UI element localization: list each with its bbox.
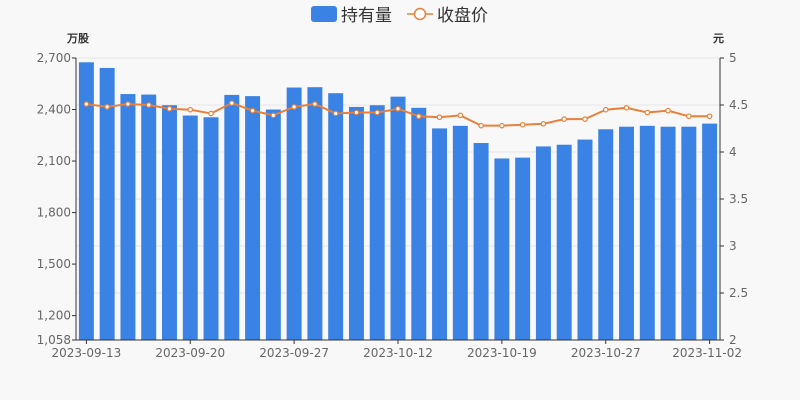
holding-bar [348,106,364,340]
price-point [582,116,588,122]
holding-bar [224,94,240,340]
holding-bar [494,158,510,340]
holding-bar [598,129,614,340]
holding-bar [99,67,115,340]
x-axis-tick-label: 2023-09-13 [52,346,122,360]
left-axis-tick-label: 2,100 [37,154,71,168]
left-axis-tick-label: 1,500 [37,257,71,271]
price-point [166,105,173,112]
holding-bar [369,105,385,340]
price-point [686,113,692,120]
price-point [478,122,484,129]
legend-holding-swatch[interactable] [311,6,337,22]
price-point [353,109,360,116]
holding-bar [245,96,261,340]
price-point [145,102,152,108]
holding-bar [639,125,655,340]
x-axis-tick-label: 2023-11-02 [672,346,742,360]
price-point [229,100,235,106]
left-axis-tick-label: 2,700 [37,51,71,65]
left-axis-tick-label: 1,200 [37,309,71,323]
right-axis-unit: 元 [713,32,724,45]
right-axis-tick-label: 3.5 [729,192,748,206]
right-axis-tick-label: 3 [729,239,737,253]
holding-bar [411,107,427,340]
price-point [332,110,339,117]
legend[interactable]: 持有量 收盘价 [311,6,488,26]
x-axis-tick-label: 2023-09-27 [259,346,329,360]
price-point [125,101,131,107]
x-axis-tick-label: 2023-09-20 [155,346,225,360]
price-point [83,101,90,107]
price-point [561,116,567,122]
right-axis-tick-label: 2 [729,333,737,347]
left-axis-unit: 万股 [66,32,90,45]
x-axis-tick-label: 2023-10-12 [363,346,433,360]
right-axis-tick-label: 2.5 [729,286,748,300]
holding-bar [141,94,157,341]
price-point [644,109,651,116]
holding-bar [619,126,634,340]
holding-bar [203,117,219,340]
left-axis-tick-label: 1,800 [37,206,71,220]
price-point [249,107,256,114]
price-point [374,109,381,116]
holding-bar [577,139,593,340]
price-point [312,101,318,107]
price-point [499,122,505,129]
holding-bar [535,146,551,340]
x-axis-tick-label: 2023-10-27 [571,346,641,360]
holding-bar [286,87,302,341]
price-point [291,104,297,110]
holding-bar [660,126,676,340]
price-line [83,100,713,129]
price-point [457,112,464,119]
holding-bar [390,96,406,340]
holding-bar [452,125,468,340]
holding-bar [432,128,448,340]
left-axis-tick-label: 1,058 [37,333,71,347]
holding-bar [78,62,94,340]
x-axis-tick-label: 2023-10-19 [467,346,537,360]
holding-bar [681,126,697,340]
price-point [187,106,194,113]
right-axis-tick-label: 4.5 [729,98,748,112]
price-point [519,121,526,128]
holding-bars [78,62,718,341]
price-point [436,114,443,121]
legend-price-swatch-dot[interactable] [413,7,427,21]
left-axis-tick-label: 2,400 [37,103,71,117]
price-point [104,104,110,110]
axes: 1,058 1,200 1,500 1,800 2,100 2,400 2,700 2 2.5 3… [37,51,748,360]
holding-bar [182,115,198,340]
holding-bar [120,94,136,341]
price-point [706,113,713,120]
holding-bar [556,144,572,340]
holding-bar [162,105,177,340]
holding-bar [473,143,489,340]
price-point [602,106,609,113]
right-axis-tick-label: 4 [729,145,737,159]
holding-bar [265,109,281,341]
holding-bar [515,157,531,340]
price-point [665,107,671,114]
price-point [395,105,401,112]
right-axis-tick-label: 5 [729,51,737,65]
price-point [208,110,214,117]
legend-holding-label[interactable]: 持有量 [341,6,392,26]
price-point [623,105,630,111]
price-point [415,113,422,120]
price-point [270,112,277,119]
holding-bar [328,93,344,340]
holding-bar [702,123,718,340]
legend-price-label[interactable]: 收盘价 [437,6,488,26]
holding-bar [307,87,323,340]
price-point [540,121,547,127]
